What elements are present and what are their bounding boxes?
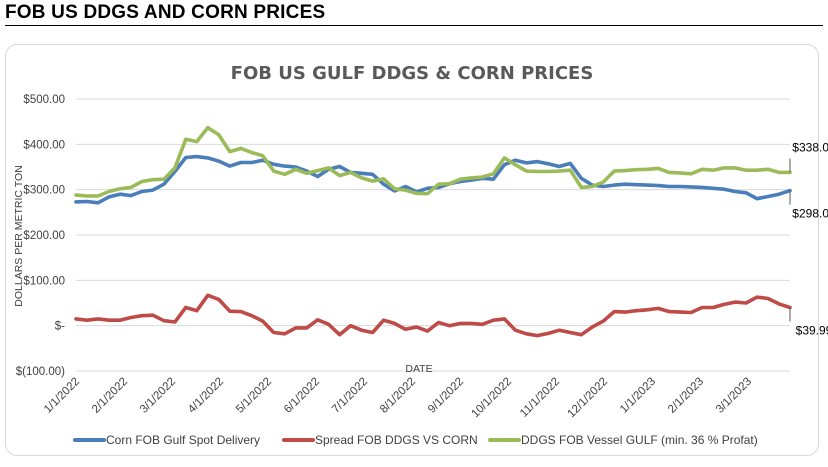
y-tick-label: $400.00: [23, 139, 65, 151]
x-tick-label: 10/1/2022: [469, 376, 514, 421]
x-tick-label: 3/1/2022: [138, 376, 178, 416]
y-tick-label: $200.00: [23, 230, 65, 242]
y-axis-ticks: $500.00 $400.00 $300.00 $200.00 $100.00 $- $(1…: [16, 94, 65, 378]
series-line-2: [74, 125, 792, 198]
legend-label: Corn FOB Gulf Spot Delivery: [106, 433, 260, 447]
legend-label: Spread FOB DDGS VS CORN: [315, 433, 478, 447]
series-lines: [74, 125, 792, 338]
x-tick-label: 7/1/2022: [330, 376, 370, 416]
y-tick-label: $500.00: [23, 94, 65, 106]
x-tick-label: 6/1/2022: [282, 376, 322, 416]
x-axis-ticks: 1/1/2022 2/1/2022 3/1/2022 4/1/2022 5/1/2022…: [42, 376, 754, 421]
series-line-0: [74, 154, 792, 205]
x-tick-label: 2/1/2023: [666, 376, 706, 416]
end-value-annotations: $338.00 $298.01 $39.99: [789, 140, 828, 338]
x-tick-label: 9/1/2022: [426, 376, 466, 416]
annotation-label: $39.99: [796, 324, 828, 338]
gridlines: [76, 98, 790, 372]
legend-label: DDGS FOB Vessel GULF (min. 36 % Profat): [521, 433, 758, 447]
chart-title: FOB US GULF DDGS & CORN PRICES: [231, 63, 594, 84]
heading-rule: [5, 25, 823, 26]
x-axis-title: DATE: [405, 363, 432, 375]
x-tick-label: 4/1/2022: [186, 376, 226, 416]
annotation-label: $298.01: [792, 207, 828, 221]
x-tick-label: 1/1/2023: [618, 376, 658, 416]
x-tick-label: 3/1/2023: [714, 376, 754, 416]
page-heading: FOB US DDGS AND CORN PRICES: [5, 2, 326, 23]
series-line-1: [74, 293, 792, 338]
y-axis-title: DOLLARS PER METRIC TON: [13, 165, 25, 306]
annotation-label: $338.00: [792, 140, 828, 154]
y-tick-label: $100.00: [23, 275, 65, 287]
x-tick-label: 2/1/2022: [90, 376, 130, 416]
legend: Corn FOB Gulf Spot Delivery Spread FOB DD…: [73, 433, 758, 447]
x-tick-label: 12/1/2022: [565, 376, 610, 421]
chart-frame: [5, 44, 819, 456]
y-tick-label: $(100.00): [16, 366, 65, 378]
y-tick-label: $-: [55, 321, 65, 333]
y-tick-label: $300.00: [23, 185, 65, 197]
x-tick-label: 1/1/2022: [42, 376, 82, 416]
x-tick-label: 5/1/2022: [234, 376, 274, 416]
x-tick-label: 8/1/2022: [378, 376, 418, 416]
x-tick-label: 11/1/2022: [518, 376, 562, 420]
